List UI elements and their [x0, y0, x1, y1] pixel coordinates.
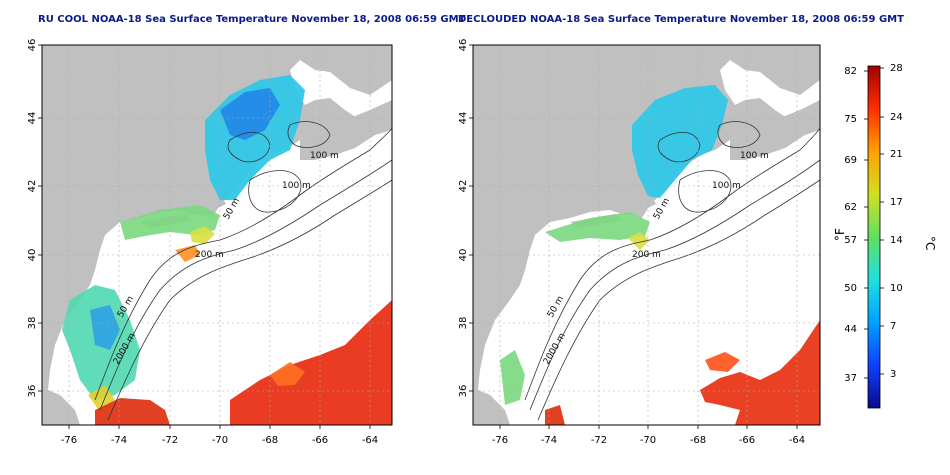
left-y-tick-label: 38	[27, 317, 38, 330]
right-contour-label: 200 m	[632, 250, 661, 260]
colorbar-c-tick-label: 17	[890, 197, 903, 208]
colorbar-f-tick-label: 50	[844, 283, 857, 294]
right-y-tick-label: 38	[458, 317, 469, 330]
left-y-tick-label: 36	[27, 385, 38, 398]
left-contour-label: 100 m	[310, 151, 339, 161]
colorbar-c-tick-label: 14	[890, 235, 903, 246]
right-sst-gulf-of-maine	[632, 85, 728, 198]
colorbar-f-tick-label: 62	[844, 202, 857, 213]
right-y-tick-label: 40	[458, 249, 469, 262]
right-x-tick-label: -66	[739, 435, 755, 446]
right-sst-red-southwest	[545, 405, 565, 425]
left-y-tick-label: 40	[27, 249, 38, 262]
left-y-tick-label: 46	[27, 39, 38, 52]
right-contour-label: 100 m	[740, 151, 769, 161]
right-map-frame	[472, 44, 821, 426]
right-contour-label: 100 m	[712, 181, 741, 191]
right-sst-red-east	[700, 320, 820, 425]
colorbar-f-tick-label: 75	[844, 114, 857, 125]
right-panel-title: DECLOUDED NOAA-18 Sea Surface Temperatur…	[458, 14, 904, 25]
right-x-tick-label: -74	[541, 435, 557, 446]
colorbar-c-tick-label: 10	[890, 283, 903, 294]
colorbar-f-tick-label: 57	[844, 235, 857, 246]
colorbar-c-tick-label: 3	[890, 369, 896, 380]
left-x-tick-label: -64	[362, 435, 378, 446]
left-contour-label: 100 m	[282, 181, 311, 191]
right-x-tick-label: -76	[492, 435, 508, 446]
left-land-mass	[42, 45, 392, 425]
colorbar-f-tick-label: 82	[844, 66, 857, 77]
left-sst-gulfstream-southwest	[95, 398, 170, 425]
left-panel-title: RU COOL NOAA-18 Sea Surface Temperature …	[38, 14, 466, 25]
left-sst-shelf-yellow	[190, 226, 215, 244]
left-sst-gulfstream-east	[230, 300, 392, 425]
colorbar-f-tick-label: 69	[844, 155, 857, 166]
left-sst-gulf-of-maine-deep	[220, 88, 280, 140]
colorbar-c-tick-label: 24	[890, 112, 903, 123]
left-x-tick-label: -70	[212, 435, 228, 446]
left-x-tick-label: -74	[111, 435, 127, 446]
colorbar-c-tick-label: 7	[890, 321, 896, 332]
right-map-panel: 100 m 100 m 50 m 200 m 50 m 2000 m -76 -7…	[458, 39, 821, 446]
right-x-tick-label: -64	[789, 435, 805, 446]
right-bathymetry-contours	[524, 121, 820, 421]
colorbar-f-tick-label: 44	[844, 324, 857, 335]
left-x-tick-label: -66	[312, 435, 328, 446]
left-sst-warm-eddy	[270, 362, 305, 386]
right-sst-red-north-patch	[705, 352, 740, 372]
right-cape-cod	[635, 196, 656, 218]
right-y-tick-label: 44	[458, 112, 469, 125]
left-contour-label: 200 m	[195, 250, 224, 260]
left-sst-midatlantic-blue	[90, 305, 120, 350]
left-nova-scotia	[300, 100, 392, 160]
left-x-tick-label: -68	[262, 435, 278, 446]
left-x-tick-label: -72	[162, 435, 178, 446]
right-sst-shelf-green	[545, 212, 650, 242]
left-sst-orange-patch	[175, 245, 200, 262]
left-map-panel: 100 m 100 m 50 m 200 m 50 m 2000 m -76 -7…	[27, 39, 393, 446]
right-y-tick-label: 46	[458, 39, 469, 52]
right-x-tick-label: -68	[690, 435, 706, 446]
right-x-tick-label: -70	[640, 435, 656, 446]
right-x-tick-label: -72	[591, 435, 607, 446]
right-grid	[473, 45, 820, 425]
left-y-tick-label: 42	[27, 180, 38, 193]
right-y-tick-label: 36	[458, 385, 469, 398]
left-x-tick-label: -76	[61, 435, 77, 446]
right-nova-scotia	[730, 100, 820, 160]
right-sst-shelf-yellow	[628, 232, 650, 250]
left-map-frame	[41, 44, 393, 426]
right-y-tick-label: 42	[458, 180, 469, 193]
colorbar-c-tick-label: 28	[890, 63, 903, 74]
colorbar-c-tick-label: 21	[890, 149, 903, 160]
left-y-tick-label: 44	[27, 112, 38, 125]
colorbar: 82 75 69 62 57 50 44 37 28 24 21 17 14 10 7 3 °F °C	[833, 63, 937, 409]
colorbar-celsius-unit: °C	[923, 236, 937, 250]
colorbar-f-tick-label: 37	[844, 373, 857, 384]
left-grid	[42, 45, 392, 425]
right-land-mass	[473, 45, 820, 425]
colorbar-gradient	[867, 65, 881, 409]
colorbar-fahrenheit-unit: °F	[833, 228, 847, 241]
